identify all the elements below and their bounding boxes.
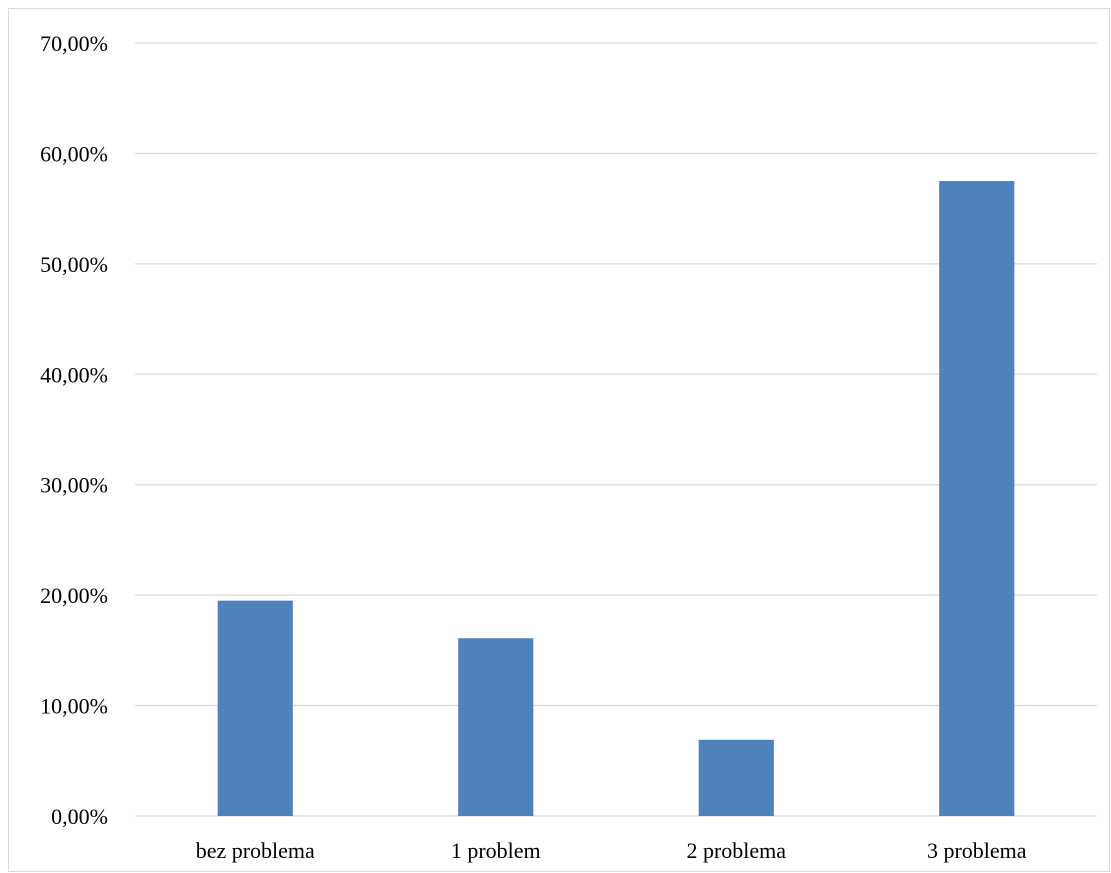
- x-tick-label: 2 problema: [686, 838, 786, 863]
- x-tick-label: 3 problema: [927, 838, 1027, 863]
- x-tick-label: 1 problem: [451, 838, 541, 863]
- bar-1-problem: [458, 638, 534, 816]
- y-tick-label: 0,00%: [51, 804, 108, 829]
- y-tick-label: 10,00%: [40, 694, 108, 719]
- y-axis-tick-labels: 0,00% 10,00% 20,00% 30,00% 40,00% 50,00% 60,00…: [40, 31, 108, 829]
- y-tick-label: 60,00%: [40, 141, 108, 166]
- bars: [217, 181, 1015, 817]
- bar-2-problema: [698, 739, 774, 816]
- y-tick-label: 70,00%: [40, 31, 108, 56]
- x-tick-label: bez problema: [196, 838, 315, 863]
- y-tick-label: 20,00%: [40, 583, 108, 608]
- y-tick-label: 30,00%: [40, 473, 108, 498]
- bar-3-problema: [939, 181, 1015, 817]
- y-tick-label: 50,00%: [40, 252, 108, 277]
- y-tick-label: 40,00%: [40, 362, 108, 387]
- x-axis-tick-labels: bez problema 1 problem 2 problema 3 problem…: [196, 838, 1027, 863]
- gridlines: [135, 42, 1097, 817]
- chart-frame: [8, 8, 1110, 872]
- bar-bez-problema: [217, 600, 293, 816]
